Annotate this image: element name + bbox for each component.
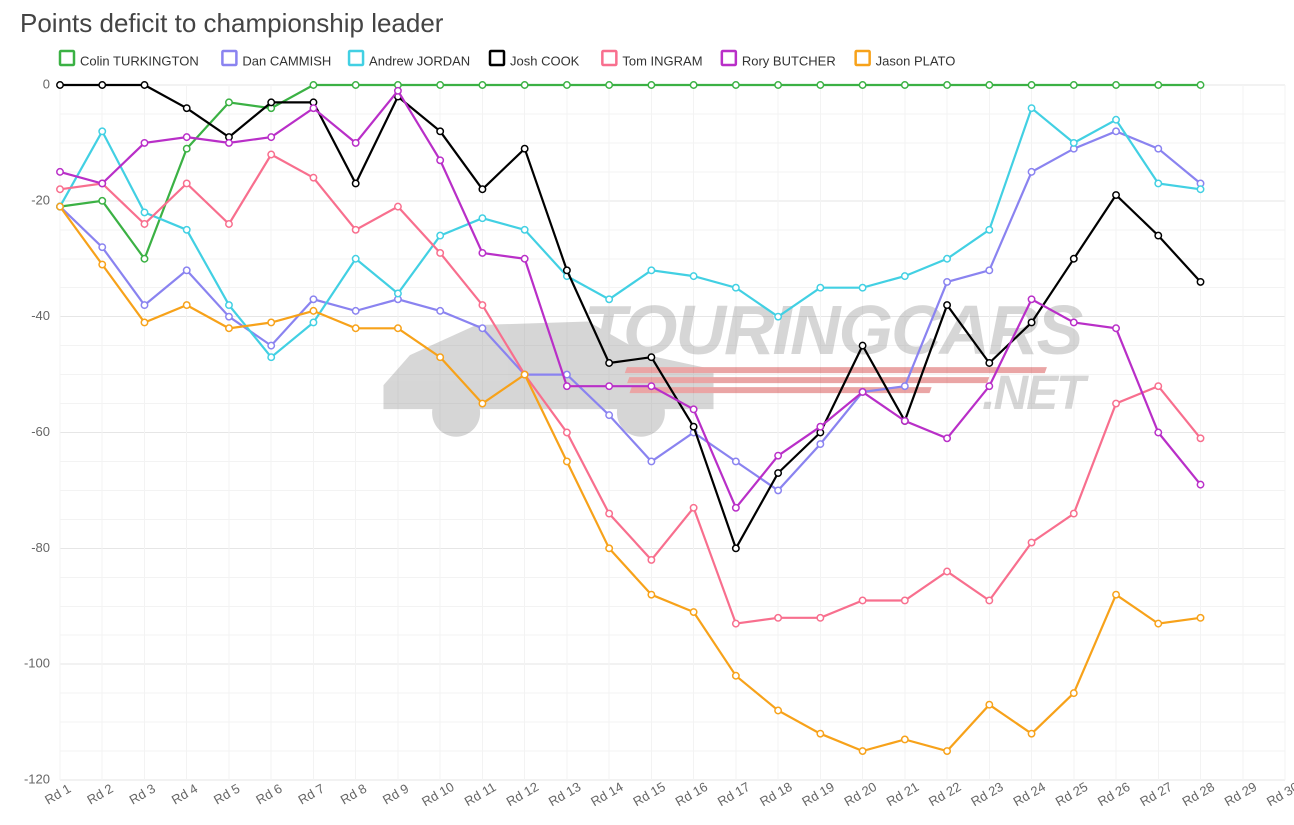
svg-text:-20: -20 — [31, 192, 50, 207]
legend-label: Josh COOK — [510, 53, 580, 68]
svg-text:-120: -120 — [24, 771, 50, 786]
legend-label: Andrew JORDAN — [369, 53, 470, 68]
legend-label: Jason PLATO — [876, 53, 956, 68]
chart-title: Points deficit to championship leader — [20, 8, 443, 39]
legend-label: Tom INGRAM — [622, 53, 702, 68]
legend-label: Dan CAMMISH — [242, 53, 331, 68]
svg-text:-60: -60 — [31, 424, 50, 439]
svg-text:0: 0 — [43, 76, 50, 91]
legend-item[interactable]: Josh COOK — [490, 51, 580, 68]
legend-item[interactable]: Colin TURKINGTON — [60, 51, 199, 68]
legend-label: Colin TURKINGTON — [80, 53, 199, 68]
watermark-text-1: TOURINGCARS — [584, 291, 1083, 369]
legend-label: Rory BUTCHER — [742, 53, 836, 68]
svg-text:-80: -80 — [31, 540, 50, 555]
line-chart: TOURINGCARS.NET0-20-40-60-80-100-120Rd 1… — [0, 0, 1294, 825]
watermark-text-2: .NET — [982, 367, 1089, 420]
svg-text:-100: -100 — [24, 656, 50, 671]
svg-text:-40: -40 — [31, 308, 50, 323]
